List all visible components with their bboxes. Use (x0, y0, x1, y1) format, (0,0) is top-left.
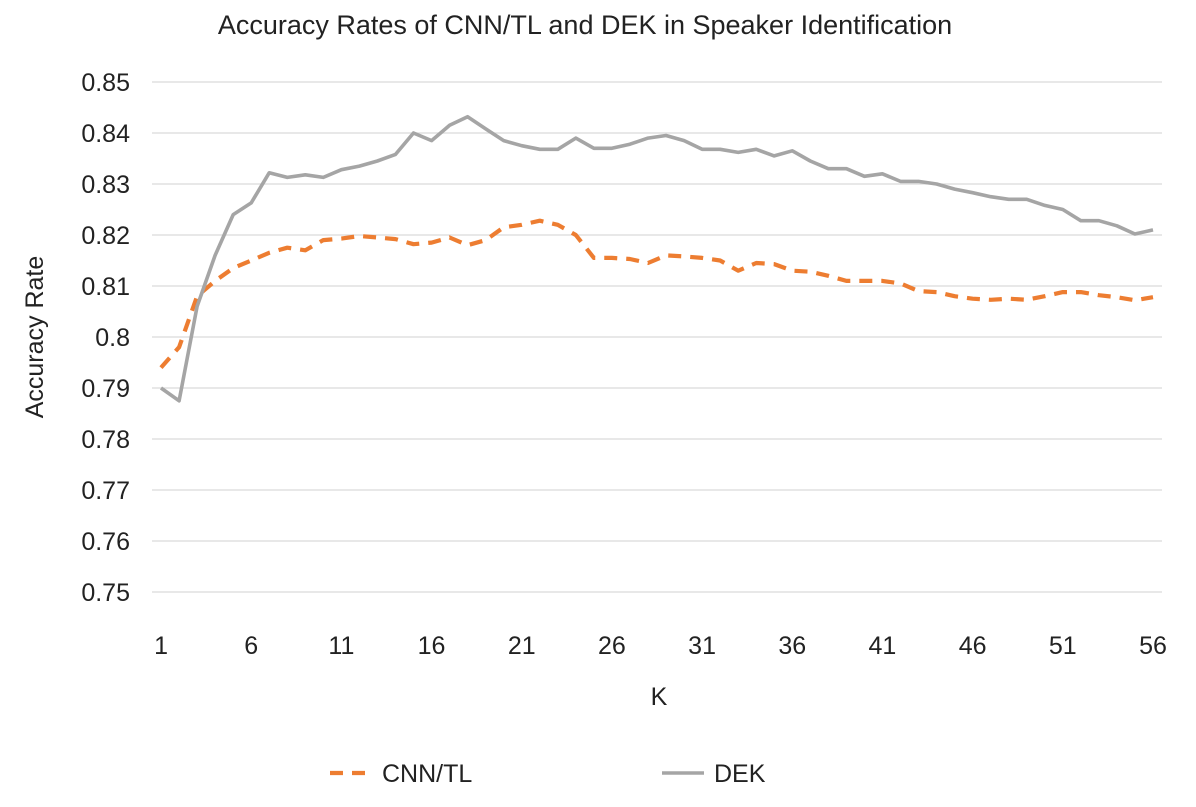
y-tick-label: 0.83 (81, 171, 130, 199)
y-tick-label: 0.85 (81, 69, 130, 97)
x-axis-tick-labels: 1 6 11 16 21 26 31 36 41 46 51 56 (154, 632, 1167, 660)
x-tick-label: 41 (869, 632, 897, 660)
x-tick-label: 36 (778, 632, 806, 660)
x-tick-label: 6 (244, 632, 258, 660)
x-tick-label: 46 (959, 632, 987, 660)
y-tick-label: 0.75 (81, 579, 130, 607)
legend: CNN/TL DEK (330, 760, 766, 788)
legend-label: DEK (714, 760, 766, 788)
legend-label: CNN/TL (382, 760, 472, 788)
chart-title: Accuracy Rates of CNN/TL and DEK in Spea… (218, 10, 952, 40)
y-tick-label: 0.81 (81, 273, 130, 301)
x-tick-label: 16 (418, 632, 446, 660)
y-tick-label: 0.77 (81, 477, 130, 505)
x-tick-label: 1 (154, 632, 168, 660)
x-axis-title: K (651, 683, 668, 711)
x-tick-label: 51 (1049, 632, 1077, 660)
data-series (159, 114, 1154, 403)
y-tick-label: 0.76 (81, 528, 130, 556)
y-tick-label: 0.78 (81, 426, 130, 454)
y-axis-title: Accuracy Rate (21, 256, 49, 419)
x-tick-label: 26 (598, 632, 626, 660)
y-tick-label: 0.79 (81, 375, 130, 403)
y-axis-tick-labels: 0.75 0.76 0.77 0.78 0.79 0.8 0.81 0.82 0.83 0.84 0… (81, 69, 130, 607)
y-tick-label: 0.82 (81, 222, 130, 250)
x-tick-label: 56 (1139, 632, 1167, 660)
y-tick-label: 0.8 (95, 324, 130, 352)
gridlines (152, 81, 1162, 593)
series-line-cnn-tl (159, 218, 1154, 369)
x-tick-label: 31 (688, 632, 716, 660)
y-tick-label: 0.84 (81, 120, 130, 148)
series-line-dek (159, 114, 1154, 403)
x-tick-label: 11 (328, 632, 354, 660)
x-tick-label: 21 (508, 632, 536, 660)
